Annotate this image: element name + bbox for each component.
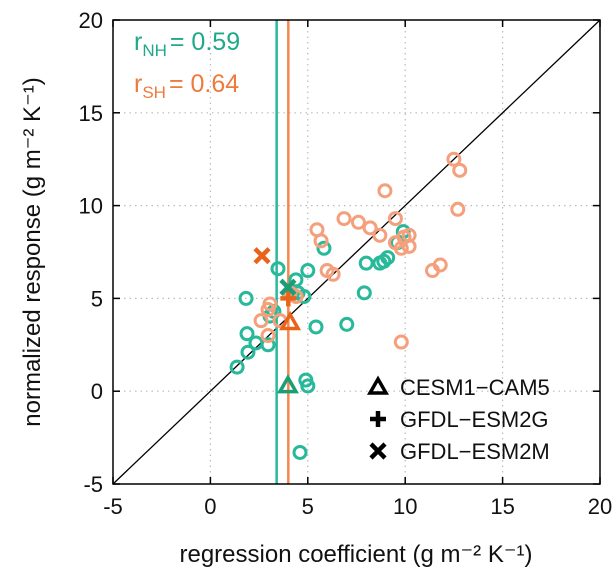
point <box>240 344 256 360</box>
point <box>358 255 374 271</box>
point <box>300 263 316 279</box>
y-axis-label: normalized response (g m⁻² K⁻¹) <box>19 77 46 426</box>
point <box>356 285 372 301</box>
annotation-subscript: SH <box>142 83 166 102</box>
point <box>253 247 271 265</box>
point <box>350 214 366 230</box>
x-tick-label: 20 <box>588 494 612 519</box>
x-tick-label: -5 <box>103 494 123 519</box>
annotation-subscript: NH <box>142 41 167 60</box>
plot-frame <box>112 19 601 485</box>
point <box>260 328 276 344</box>
annotation: rNH = 0.59 <box>134 28 240 60</box>
point <box>452 162 468 178</box>
point <box>260 337 276 353</box>
annotation-text: = 0.64 <box>169 70 239 98</box>
point <box>393 334 409 350</box>
point <box>296 289 312 305</box>
annotation-symbol: r <box>134 28 142 56</box>
point <box>362 220 378 236</box>
point <box>300 378 316 394</box>
point <box>308 319 324 335</box>
point <box>279 311 302 331</box>
point <box>280 290 297 307</box>
point <box>238 290 254 306</box>
point <box>450 201 466 217</box>
point <box>446 151 462 167</box>
legend-label: GFDL−ESM2M <box>400 439 550 464</box>
x-axis-label: regression coefficient (g m⁻² K⁻¹) <box>179 541 532 568</box>
point <box>316 240 332 256</box>
point <box>432 257 448 273</box>
legend-label: CESM1−CAM5 <box>400 375 550 400</box>
point <box>401 238 417 254</box>
annotation-text: = 0.59 <box>170 28 240 56</box>
point <box>292 444 308 460</box>
legend-marker <box>366 375 390 395</box>
y-tick-label: 20 <box>79 8 103 33</box>
point <box>372 227 388 243</box>
annotation-symbol: r <box>134 70 142 98</box>
point <box>270 261 286 277</box>
x-tick-label: 10 <box>393 494 417 519</box>
point <box>339 316 355 332</box>
point <box>276 374 299 394</box>
y-tick-label: 5 <box>91 286 103 311</box>
legend-marker <box>370 411 386 427</box>
point <box>380 250 396 266</box>
annotation: rSH = 0.64 <box>134 70 239 102</box>
point <box>279 278 297 296</box>
x-tick-label: 5 <box>302 494 314 519</box>
point <box>239 326 255 342</box>
one-to-one-line <box>112 19 601 485</box>
point <box>313 233 329 249</box>
point <box>387 211 403 227</box>
x-tick-label: 15 <box>490 494 514 519</box>
y-tick-label: 15 <box>79 101 103 126</box>
point <box>336 211 352 227</box>
point <box>253 313 269 329</box>
x-tick-label: 0 <box>204 494 216 519</box>
legend-label: GFDL−ESM2G <box>400 407 549 432</box>
point <box>260 302 276 318</box>
point <box>325 266 341 282</box>
point <box>377 183 393 199</box>
legend-marker <box>369 442 387 460</box>
y-tick-label: 0 <box>91 379 103 404</box>
y-tick-label: 10 <box>79 194 103 219</box>
y-tick-label: -5 <box>83 472 103 497</box>
point <box>229 359 245 375</box>
